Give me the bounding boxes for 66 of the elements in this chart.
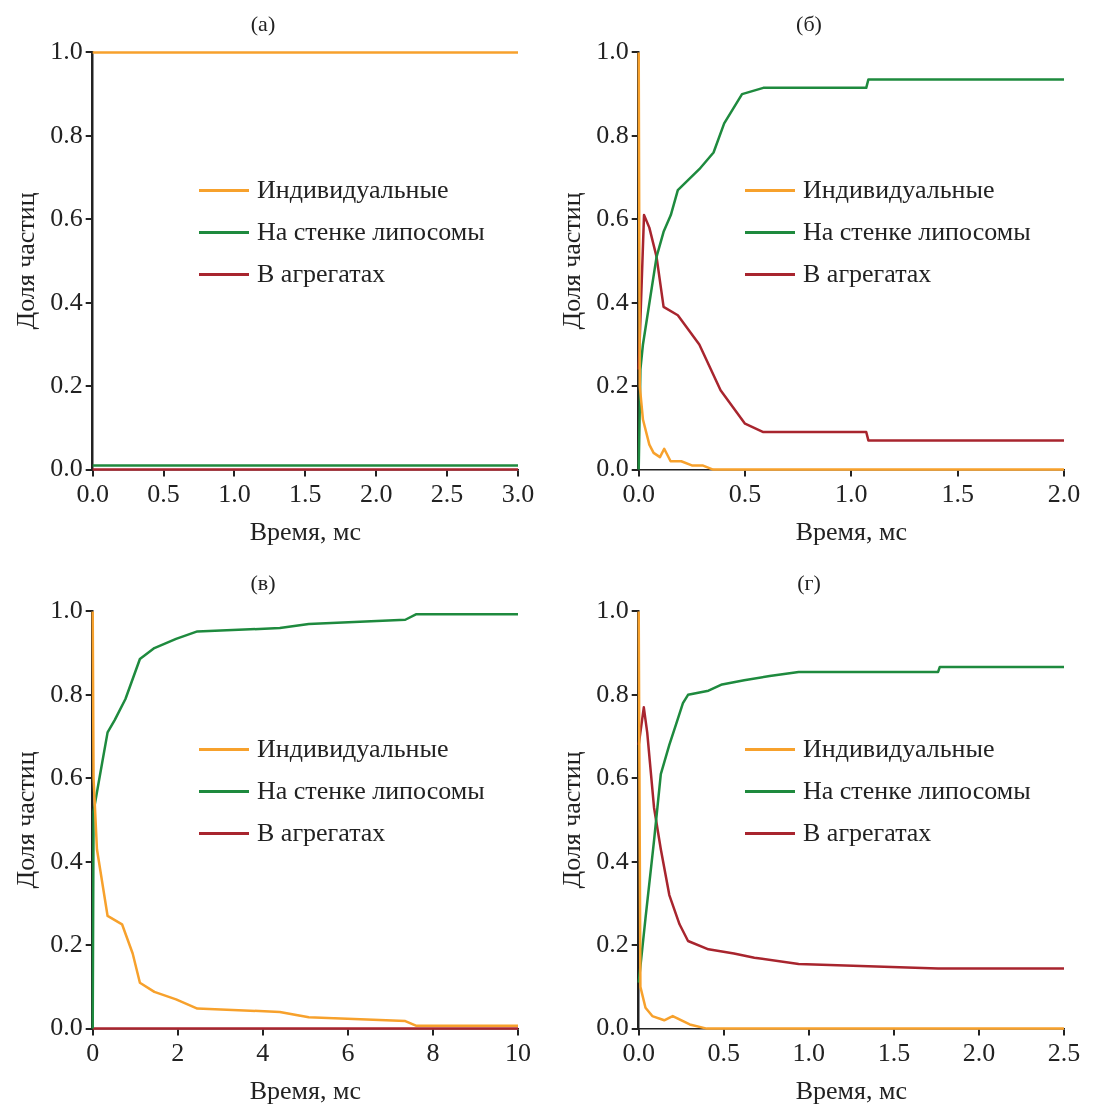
x-tick-label: 2.5: [1047, 1038, 1081, 1068]
y-axis-title: Доля частиц: [11, 192, 41, 330]
y-tick-label: 1.0: [50, 595, 83, 625]
legend-label: В агрегатах: [257, 259, 386, 290]
y-tick-label: 0.8: [596, 119, 629, 149]
y-tick-label: 0.4: [50, 286, 83, 316]
x-axis-title: Время, мс: [249, 517, 361, 547]
y-tick-label: 0.8: [50, 119, 83, 149]
x-tick-label: 2.0: [359, 479, 393, 509]
y-axis-title: Доля частиц: [11, 751, 41, 889]
x-tick-label: 0.5: [147, 479, 180, 509]
x-axis-title: Время, мс: [795, 517, 907, 547]
chart-title: (а): [250, 10, 276, 36]
y-tick-label: 0.2: [596, 369, 629, 399]
y-tick-label: 0.6: [50, 762, 83, 792]
legend-label: В агрегатах: [803, 259, 932, 290]
x-tick-label: 1.5: [941, 479, 974, 509]
x-tick-label: 1.0: [218, 479, 251, 509]
x-tick-label: 2.0: [1047, 479, 1081, 509]
y-tick-label: 0.6: [596, 762, 629, 792]
chart-title: (в): [250, 569, 276, 595]
y-axis-title: Доля частиц: [557, 751, 587, 889]
y-tick-label: 0.2: [50, 369, 83, 399]
y-tick-label: 0.6: [596, 203, 629, 233]
y-tick-label: 0.8: [596, 678, 629, 708]
x-tick-label: 10: [505, 1038, 531, 1068]
y-tick-label: 0.2: [50, 928, 83, 958]
y-tick-label: 0.2: [596, 928, 629, 958]
x-tick-label: 4: [256, 1038, 270, 1068]
x-axis-title: Время, мс: [249, 1076, 361, 1106]
x-tick-label: 1.5: [289, 479, 322, 509]
x-tick-label: 0: [86, 1038, 100, 1068]
legend-label: Индивидуальные: [803, 175, 995, 206]
legend-label: На стенке липосомы: [257, 217, 485, 248]
x-tick-label: 3.0: [501, 479, 535, 509]
legend-label: Индивидуальные: [257, 734, 449, 765]
legend-label: Индивидуальные: [257, 175, 449, 206]
x-tick-label: 1.5: [877, 1038, 911, 1068]
y-tick-label: 1.0: [596, 595, 629, 625]
y-tick-label: 0.6: [50, 203, 83, 233]
legend-label: В агрегатах: [257, 818, 386, 849]
y-tick-label: 0.4: [596, 286, 629, 316]
legend-label: На стенке липосомы: [257, 776, 485, 807]
x-tick-label: 1.0: [792, 1038, 826, 1068]
x-tick-label: 2.0: [962, 1038, 996, 1068]
legend-label: Индивидуальные: [803, 734, 995, 765]
x-axis-title: Время, мс: [795, 1076, 907, 1106]
y-tick-label: 0.8: [50, 678, 83, 708]
x-tick-label: 1.0: [835, 479, 868, 509]
y-axis-title: Доля частиц: [557, 192, 587, 330]
chart-title: (г): [797, 569, 821, 595]
y-tick-label: 0.0: [50, 1012, 83, 1042]
y-tick-label: 1.0: [596, 36, 629, 66]
legend-label: В агрегатах: [803, 818, 932, 849]
legend-label: На стенке липосомы: [803, 776, 1031, 807]
y-tick-label: 0.4: [50, 845, 83, 875]
legend-label: На стенке липосомы: [803, 217, 1031, 248]
chart-title: (б): [796, 10, 822, 36]
x-tick-label: 0.5: [707, 1038, 741, 1068]
x-tick-label: 8: [426, 1038, 440, 1068]
x-tick-label: 2.5: [430, 479, 464, 509]
x-tick-label: 2: [171, 1038, 185, 1068]
y-tick-label: 1.0: [50, 36, 83, 66]
x-tick-label: 0.5: [728, 479, 762, 509]
x-tick-label: 6: [341, 1038, 355, 1068]
y-tick-label: 0.4: [596, 845, 629, 875]
